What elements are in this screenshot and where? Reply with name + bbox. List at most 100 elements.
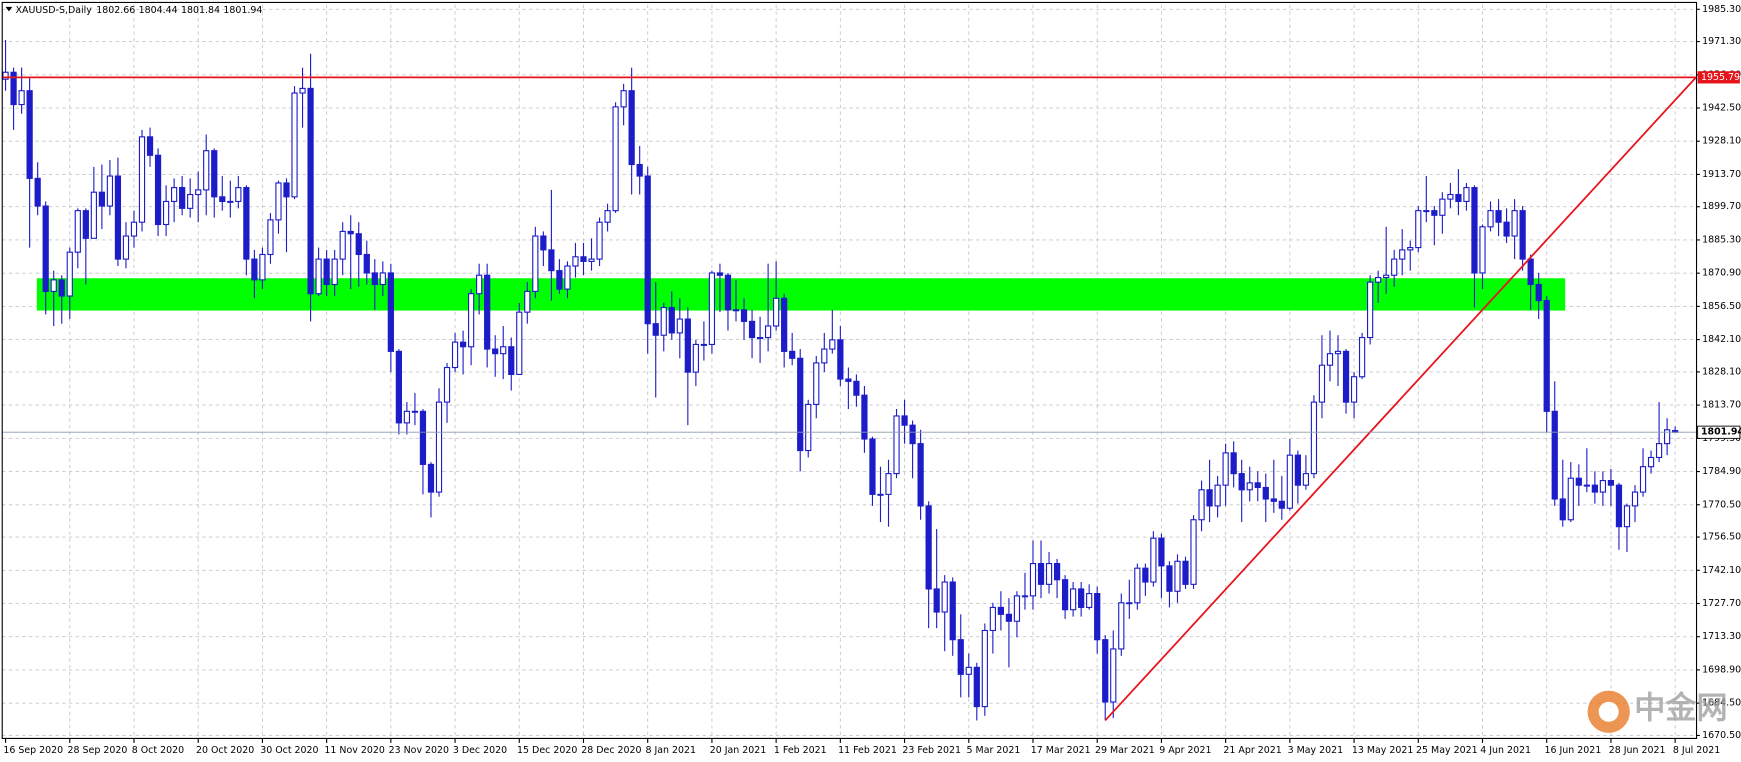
candle-body-down [10,71,17,106]
candle-body-down [781,297,788,352]
candle-body-down [58,279,65,297]
candle-body-up [90,191,97,239]
candle-body-down [1294,454,1301,486]
candle-body-down [1094,593,1101,641]
candle-body-up [315,258,322,295]
x-tick-label: 9 Apr 2021 [1159,745,1211,756]
candle-body-down [684,318,691,373]
candle-body-up [171,187,178,202]
y-tick-label: 1828.10 [1702,366,1741,377]
watermark-logo-inner [1598,701,1619,722]
candle-body-down [901,415,908,426]
candle-body-down [1543,300,1550,412]
y-tick-label: 1942.50 [1702,103,1741,114]
candle-body-down [1535,283,1542,302]
candle-body-down [347,230,354,235]
candle-body-up [291,92,298,198]
candle-body-up [532,235,539,292]
symbol: XAUUSD-S,Daily [16,5,93,16]
candle-body-up [1286,454,1293,509]
candle-body-down [1607,479,1615,486]
candle-body-down [548,249,555,272]
candle-body-down [1559,498,1566,521]
candle-body-down [1061,579,1069,611]
candle-body-up [1383,274,1390,279]
candle-body-up [1118,602,1125,650]
menu-icon[interactable] [5,6,13,12]
candle-body-down [1142,567,1149,583]
candle-body-up [1487,210,1494,228]
x-tick-label: 20 Oct 2020 [196,745,254,756]
candle-body-down [861,394,868,440]
candle-body-up [122,235,130,260]
candle-body-up [1639,466,1647,493]
trend-line [1104,76,1697,722]
candle-body-up [468,293,475,348]
candle-body-up [411,410,419,413]
candle-body-up [620,90,627,108]
candle-body-down [1270,498,1277,502]
candle-body-down [146,136,154,156]
candle-body-down [748,320,756,339]
candle-body-up [1190,519,1197,585]
y-tick-label: 1742.10 [1702,565,1741,576]
x-tick-label: 16 Jun 2021 [1544,745,1601,756]
y-tick-label: 1784.90 [1702,466,1741,477]
bid-label-box [1697,425,1741,439]
high: 1804.44 [139,5,178,16]
candle-body-down [1005,613,1013,622]
x-tick-label: 28 Sep 2020 [68,745,128,756]
candle-body-up [1358,336,1366,378]
candle-body-down [957,639,964,675]
y-tick-label: 1899.70 [1702,201,1741,212]
x-tick-label: 3 May 2021 [1288,745,1344,756]
candle-body-up [275,182,282,221]
y-tick-label: 1684.50 [1702,698,1741,709]
candle-body-down [556,270,563,290]
y-tick-label: 1713.30 [1702,631,1741,642]
candle-body-up [74,210,81,253]
candle-body-down [740,309,748,322]
candle-body-up [1623,505,1631,528]
candle-body-down [323,258,330,286]
y-tick-label: 1928.10 [1702,136,1741,147]
candle-body-up [106,175,114,207]
candle-body-down [1037,563,1045,585]
candle-body-up [2,71,9,80]
candle-body-up [676,318,683,334]
candle-body-up [235,187,242,202]
candle-body-up [1302,473,1310,486]
candle-body-down [1455,193,1462,202]
candle-body-up [1479,226,1486,274]
candle-body-up [203,150,210,191]
candle-body-up [443,366,451,403]
candle-body-up [692,343,699,373]
candle-body-down [371,272,378,286]
candle-body-down [211,150,218,198]
chart-header: XAUUSD-S,Daily 1802.66 1804.44 1801.84 1801.… [16,5,263,16]
bid-label: 1801.94 [1701,427,1741,438]
candle-body-up [1567,477,1574,521]
candle-body-up [195,189,202,196]
candle-body-down [1278,500,1285,509]
candle-body-down [869,438,876,495]
candle-body-up [893,415,900,475]
candle-body-up [50,279,57,292]
candle-body-up [516,311,523,375]
candle-body-down [973,666,980,708]
candle-body-down [459,341,467,348]
candle-body-down [1230,452,1237,475]
candle-body-down [1431,210,1438,216]
x-tick-label: 21 Apr 2021 [1223,745,1281,756]
candle-body-down [419,410,427,465]
candle-body-up [1070,588,1077,611]
candle-body-down [1575,477,1582,486]
y-tick-label: 1885.30 [1702,234,1741,245]
candle-body-down [853,380,860,396]
candle-body-down [1238,473,1245,491]
candle-body-down [179,187,186,209]
candle-body-up [1599,479,1607,493]
candle-body-down [1615,484,1623,528]
candle-body-up [572,256,579,267]
